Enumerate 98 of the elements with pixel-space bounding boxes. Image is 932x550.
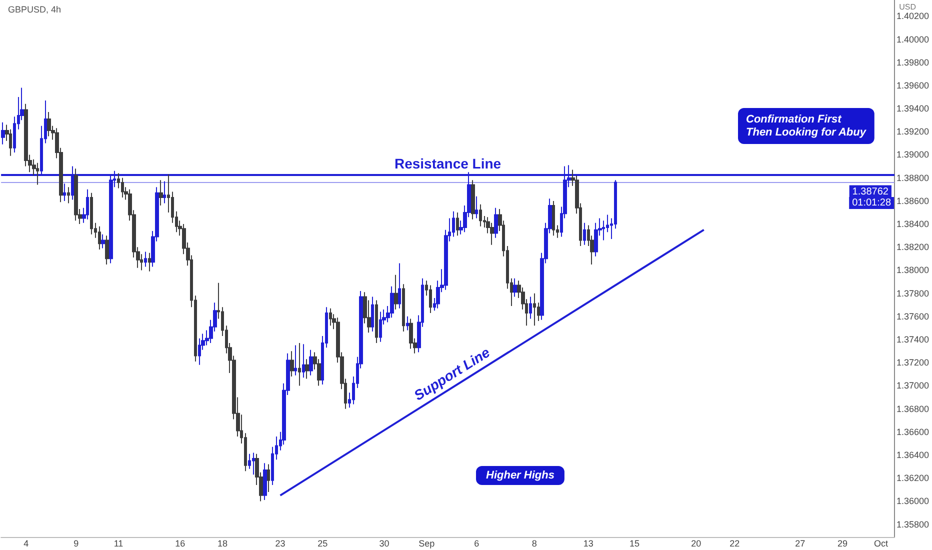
candlestick <box>479 204 482 227</box>
candlestick <box>101 234 105 249</box>
x-tick-label: Sep <box>418 538 435 548</box>
x-tick-label: 20 <box>691 538 702 548</box>
candlestick <box>36 162 39 186</box>
candlestick <box>121 177 124 198</box>
candlestick <box>47 112 51 137</box>
x-tick-label: 18 <box>217 538 228 548</box>
candlestick <box>406 316 409 331</box>
candlestick <box>9 128 12 156</box>
candlestick <box>471 180 475 220</box>
candlestick <box>452 210 455 238</box>
y-tick-label: 1.39000 <box>896 150 930 160</box>
y-tick-label: 1.38400 <box>896 219 930 230</box>
y-tick-label: 1.40000 <box>896 34 930 44</box>
candlestick <box>390 286 394 318</box>
y-tick-label: 1.36600 <box>896 426 930 437</box>
candlestick <box>267 464 270 492</box>
candlestick <box>494 207 498 238</box>
x-tick-label: 16 <box>175 538 186 548</box>
candlestick <box>394 274 398 310</box>
y-tick-label: 1.37000 <box>896 380 930 391</box>
candlestick <box>98 226 101 250</box>
y-tick-label: 1.35800 <box>896 519 930 530</box>
y-tick-label: 1.36800 <box>896 404 930 414</box>
y-tick-label: 1.39200 <box>896 126 930 137</box>
x-tick-label: 8 <box>532 538 537 548</box>
candlestick <box>409 318 413 350</box>
x-tick-label: 4 <box>24 538 29 548</box>
candlestick <box>513 278 517 298</box>
candlestick <box>375 300 378 344</box>
candlestick <box>290 350 294 377</box>
candlestick <box>148 252 151 272</box>
candlestick <box>198 338 201 366</box>
candlestick <box>475 196 478 219</box>
y-tick-label: 1.37800 <box>896 288 930 298</box>
candlestick <box>379 311 382 342</box>
candlestick <box>294 344 297 376</box>
y-tick-label: 1.39600 <box>896 80 930 90</box>
candlestick <box>402 284 405 332</box>
candlestick <box>263 462 267 501</box>
candlestick <box>302 344 305 378</box>
x-tick-label: 29 <box>837 538 848 548</box>
text: GBPUSD, 4h <box>8 4 62 14</box>
candlestick <box>371 296 374 332</box>
ref-line-label: Resistance Line <box>394 155 502 172</box>
y-tick-label: 1.39400 <box>896 104 930 114</box>
candlestick <box>552 200 555 236</box>
candlestick <box>583 222 586 246</box>
candlestick <box>90 192 93 235</box>
y-axis-title: USD <box>899 2 916 12</box>
candlestick <box>309 349 313 376</box>
x-tick-label: 11 <box>114 538 124 548</box>
y-tick-label: 1.38800 <box>896 172 930 183</box>
x-tick-label: 15 <box>630 538 640 548</box>
candlestick <box>67 186 70 204</box>
candlestick <box>456 212 459 236</box>
candlestick <box>159 180 163 206</box>
candlestick <box>163 180 166 204</box>
y-tick-label: 1.38000 <box>896 265 930 276</box>
candlestick <box>252 452 255 476</box>
y-tick-label: 1.38200 <box>896 242 930 252</box>
candlestick <box>63 183 66 202</box>
ref-line-label: 1.38762 <box>852 186 889 198</box>
candlestick <box>144 251 147 268</box>
annotation: 01:01:28 <box>852 198 892 208</box>
y-tick-label: 1.36200 <box>896 473 930 484</box>
y-tick-label: 1.37400 <box>896 334 930 345</box>
candlestick <box>529 296 532 320</box>
candlestick <box>398 262 401 309</box>
candlestick <box>329 308 332 326</box>
x-tick-label: 30 <box>379 538 390 548</box>
y-tick-label: 1.40200 <box>896 11 930 22</box>
candlestick <box>533 292 536 326</box>
y-tick-label: 1.36000 <box>896 496 930 506</box>
x-tick-label: Oct <box>874 538 888 548</box>
y-tick-label: 1.37200 <box>896 358 930 368</box>
candlestick <box>594 222 598 257</box>
annotation: Higher Highs <box>486 470 554 482</box>
x-tick-label: 22 <box>730 538 740 548</box>
candlestick <box>305 358 309 380</box>
candlestick <box>105 235 109 265</box>
y-tick-label: 1.37600 <box>896 311 930 322</box>
candlestick <box>298 342 301 386</box>
x-tick-label: 6 <box>474 538 480 548</box>
candlestick <box>1 122 5 145</box>
x-tick-label: 13 <box>583 538 594 548</box>
annotation: Confirmation First Then Looking for Abuy <box>746 114 867 138</box>
x-tick-label: 25 <box>318 538 328 548</box>
candlestick <box>74 168 78 222</box>
y-tick-label: 1.38600 <box>896 196 930 206</box>
x-tick-label: 23 <box>275 538 286 548</box>
x-tick-label: 27 <box>795 538 806 548</box>
y-tick-label: 1.39800 <box>896 57 930 68</box>
candlestick <box>86 188 89 220</box>
y-tick-label: 1.36400 <box>896 450 930 460</box>
candlestick <box>429 284 432 314</box>
x-tick-label: 9 <box>74 538 79 548</box>
